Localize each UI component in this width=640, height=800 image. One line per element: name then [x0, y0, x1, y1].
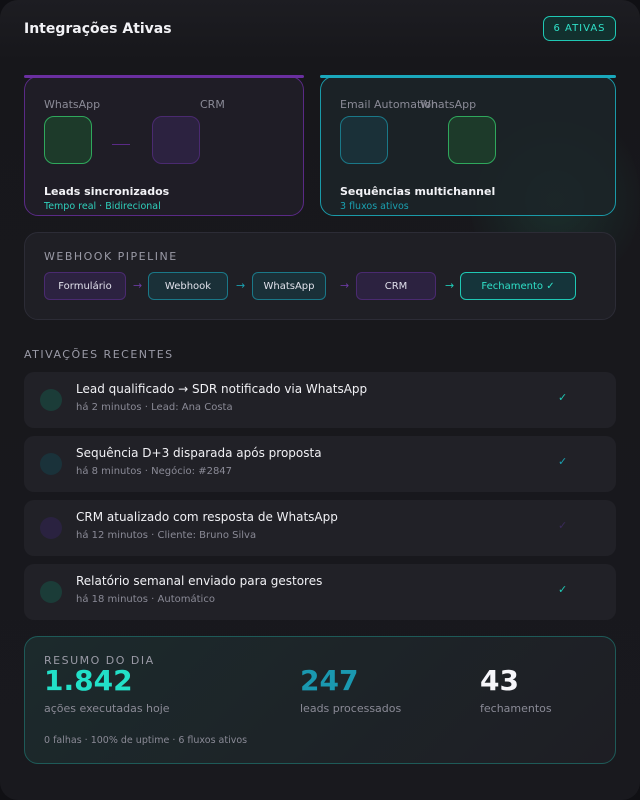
pipeline-step[interactable]: CRM [356, 272, 436, 300]
arrow: → [236, 279, 246, 292]
arrow: → [133, 279, 143, 292]
stat-value: 1.842 [44, 664, 133, 697]
stat-label: leads processados [300, 702, 402, 715]
activation-title: Relatório semanal enviado para gestores [76, 574, 323, 588]
accent-bar [320, 75, 616, 78]
source-icon [44, 116, 92, 164]
check-icon: ✓ [558, 583, 568, 596]
pipeline-step[interactable]: WhatsApp [252, 272, 326, 300]
source-icon [340, 116, 388, 164]
activation-meta: há 8 minutos · Negócio: #2847 [76, 466, 233, 477]
status-dot [40, 517, 62, 539]
stat-label: ações executadas hoje [44, 702, 170, 715]
activation-meta: há 18 minutos · Automático [76, 594, 215, 605]
pipeline-step[interactable]: Webhook [148, 272, 228, 300]
integration-card[interactable]: Email Automation WhatsApp Sequências mul… [320, 75, 616, 216]
stat-value: 43 [480, 664, 519, 697]
activation-row[interactable]: CRM atualizado com resposta de WhatsApp … [24, 500, 616, 556]
stat-value: 247 [300, 664, 359, 697]
activation-row[interactable]: Lead qualificado → SDR notificado via Wh… [24, 372, 616, 428]
integration-subtitle: 3 fluxos ativos [340, 201, 409, 212]
activation-meta: há 12 minutos · Cliente: Bruno Silva [76, 530, 257, 541]
activation-title: Lead qualificado → SDR notificado via Wh… [76, 382, 368, 396]
pipeline-title: WEBHOOK PIPELINE [44, 250, 178, 263]
integration-title: Sequências multichannel [340, 185, 496, 198]
target-label: CRM [200, 98, 225, 111]
summary-card [24, 636, 616, 764]
target-icon [448, 116, 496, 164]
check-icon: ✓ [558, 519, 568, 532]
integration-title: Leads sincronizados [44, 185, 170, 198]
source-label: Email Automation [340, 98, 439, 111]
pipeline-step[interactable]: Formulário [44, 272, 126, 300]
header-title: Integrações Ativas [24, 21, 172, 37]
activation-title: Sequência D+3 disparada após proposta [76, 446, 322, 460]
summary-title: RESUMO DO DIA [44, 654, 155, 667]
activation-row[interactable]: Relatório semanal enviado para gestores … [24, 564, 616, 620]
summary-footer: 0 falhas · 100% de uptime · 6 fluxos ati… [44, 735, 248, 746]
badge[interactable]: 6 ATIVAS [543, 16, 616, 41]
check-icon: ✓ [558, 391, 568, 404]
accent-bar [24, 75, 304, 78]
arrow: → [445, 279, 455, 292]
integration-card[interactable]: WhatsApp CRM Leads sincronizados Tempo r… [24, 75, 304, 216]
integration-subtitle: Tempo real · Bidirecional [44, 201, 161, 212]
check-icon: ✓ [558, 455, 568, 468]
status-dot [40, 389, 62, 411]
activation-title: CRM atualizado com resposta de WhatsApp [76, 510, 338, 524]
source-label: WhatsApp [44, 98, 101, 111]
status-dot [40, 581, 62, 603]
activation-meta: há 2 minutos · Lead: Ana Costa [76, 402, 233, 413]
connector [112, 144, 130, 145]
arrow: → [340, 279, 350, 292]
section-title: ATIVAÇÕES RECENTES [24, 348, 174, 361]
stat-label: fechamentos [480, 702, 552, 715]
target-icon [152, 116, 200, 164]
status-dot [40, 453, 62, 475]
pipeline-step[interactable]: Fechamento ✓ [460, 272, 576, 300]
activation-row[interactable]: Sequência D+3 disparada após proposta há… [24, 436, 616, 492]
target-label: WhatsApp [420, 98, 477, 111]
